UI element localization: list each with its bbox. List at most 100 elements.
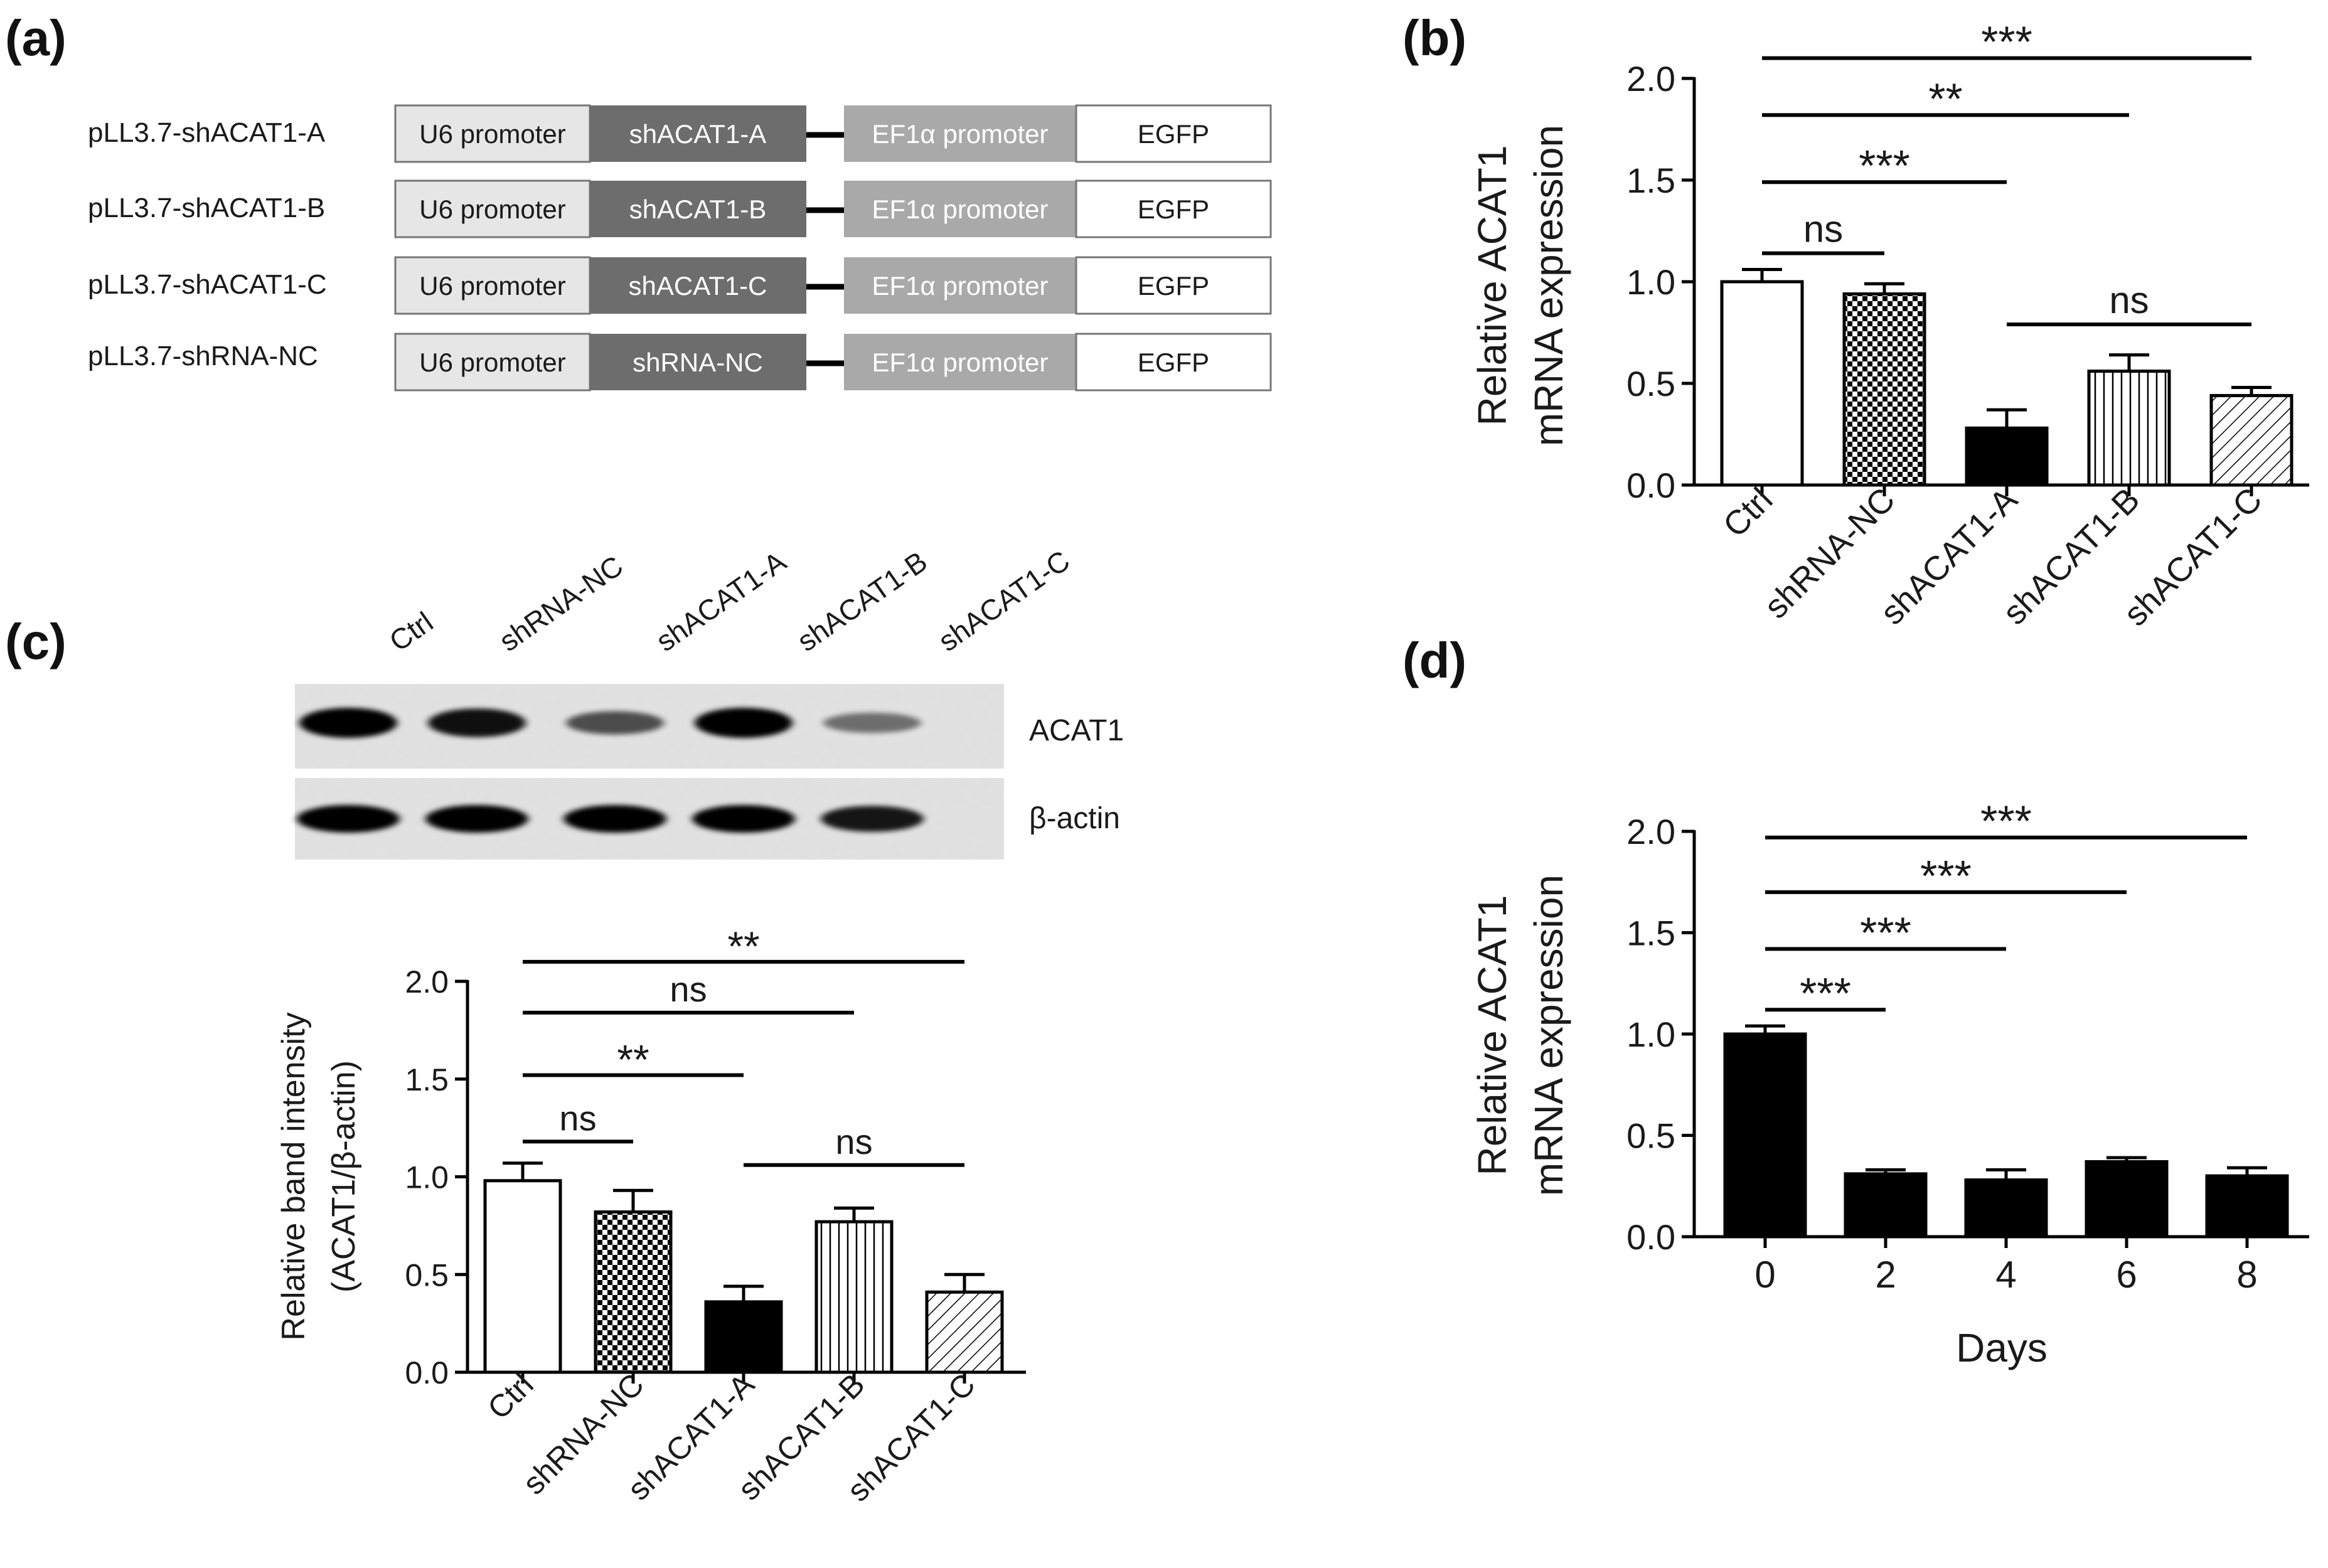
shrna-label: shACAT1-C bbox=[629, 271, 767, 301]
y-tick-label: 0.5 bbox=[1626, 364, 1675, 403]
y-tick-label: 0.0 bbox=[1626, 466, 1675, 505]
shrna-box bbox=[590, 105, 806, 162]
y-axis-label: Relative band intensity (ACAT1/β-actin) bbox=[275, 1012, 362, 1340]
y-axis-label-line2: mRNA expression bbox=[1526, 875, 1571, 1196]
x-tick-label: 6 bbox=[2116, 1254, 2137, 1296]
significance-label: *** bbox=[1980, 797, 2032, 846]
bar bbox=[2205, 1174, 2289, 1239]
x-tick-label: 0 bbox=[1754, 1254, 1775, 1296]
construct-row: pLL3.7-shACAT1-A U6 promoter shACAT1-A E… bbox=[88, 104, 1272, 163]
bar bbox=[1723, 1032, 1807, 1239]
bar bbox=[1844, 1172, 1928, 1239]
blot-row-label-actin: β-actin bbox=[1029, 802, 1120, 835]
blot-band-acat1 bbox=[695, 708, 793, 738]
x-tick-label: 4 bbox=[1995, 1254, 2016, 1296]
x-tick-label-group: Ctrl bbox=[481, 1367, 540, 1426]
egfp-box bbox=[1075, 333, 1272, 392]
egfp-box bbox=[1075, 256, 1272, 315]
x-axis-label: Days bbox=[1956, 1325, 2048, 1370]
y-tick-label: 2.0 bbox=[405, 964, 449, 1000]
x-tick-label-group: Ctrl bbox=[1716, 481, 1780, 545]
significance-label: ns bbox=[2109, 279, 2149, 321]
shrna-box bbox=[590, 257, 806, 314]
y-axis-label: Relative ACAT1 mRNA expression bbox=[1470, 125, 1571, 446]
y-tick-label: 0.5 bbox=[1626, 1116, 1675, 1156]
construct-name: pLL3.7-shRNA-NC bbox=[88, 341, 318, 371]
egfp-label: EGFP bbox=[1138, 119, 1209, 149]
blot-band-acat1 bbox=[428, 708, 526, 737]
x-tick-label: 2 bbox=[1875, 1254, 1896, 1296]
significance-label: *** bbox=[1800, 969, 1851, 1018]
y-tick-label: 2.0 bbox=[1626, 812, 1675, 851]
shrna-label: shACAT1-A bbox=[629, 119, 767, 149]
y-tick-label: 2.0 bbox=[1626, 59, 1675, 99]
blot-bands bbox=[297, 708, 924, 833]
construct-row: pLL3.7-shACAT1-C U6 promoter shACAT1-C E… bbox=[88, 256, 1272, 315]
bar bbox=[483, 1179, 562, 1374]
blot-band-actin bbox=[821, 806, 924, 832]
u6-promoter-label: U6 promoter bbox=[419, 348, 565, 377]
y-tick-label: 1.5 bbox=[1626, 161, 1675, 200]
blot-band-acat1 bbox=[299, 708, 397, 738]
panel-label-d: (d) bbox=[1402, 632, 1466, 688]
y-axis-label: Relative ACAT1 mRNA expression bbox=[1470, 875, 1571, 1196]
bar bbox=[1965, 426, 2049, 487]
egfp-box bbox=[1075, 104, 1272, 163]
y-tick-label: 0.5 bbox=[405, 1257, 449, 1293]
u6-promoter-label: U6 promoter bbox=[419, 119, 565, 149]
u6-promoter-label: U6 promoter bbox=[419, 195, 565, 224]
blot-lane-label: shRNA-NC bbox=[493, 549, 629, 658]
u6-promoter-box bbox=[394, 179, 591, 238]
panel-label-a: (a) bbox=[5, 10, 67, 66]
y-axis-label-line2: mRNA expression bbox=[1526, 125, 1571, 446]
chart-c: 0.0 0.5 1.0 1.5 2.0 Relative band intensity (A… bbox=[275, 923, 1026, 1508]
shrna-box bbox=[590, 334, 806, 390]
construct-diagram: pLL3.7-shACAT1-A U6 promoter shACAT1-A E… bbox=[88, 104, 1272, 392]
y-tick-label: 1.0 bbox=[1626, 262, 1675, 302]
significance-label: ** bbox=[1928, 74, 1962, 123]
y-tick-label: 1.5 bbox=[405, 1062, 449, 1097]
y-axis-label-line1: Relative ACAT1 bbox=[1470, 146, 1515, 426]
chart-b: 0.0 0.5 1.0 1.5 2.0 Relative ACAT1 mRNA expres… bbox=[1470, 18, 2309, 633]
blot-band-acat1 bbox=[823, 712, 921, 733]
bar bbox=[1720, 280, 1804, 487]
ef1a-promoter-box bbox=[844, 334, 1076, 390]
y-tick-label: 1.0 bbox=[405, 1160, 449, 1195]
shrna-label: shRNA-NC bbox=[633, 348, 763, 377]
y-tick-label: 0.0 bbox=[405, 1355, 449, 1390]
y-axis-label-line2: (ACAT1/β-actin) bbox=[326, 1060, 362, 1293]
construct-name: pLL3.7-shACAT1-B bbox=[88, 193, 325, 223]
blot-band-actin bbox=[297, 805, 400, 833]
egfp-label: EGFP bbox=[1138, 348, 1209, 377]
egfp-label: EGFP bbox=[1138, 195, 1209, 224]
bar bbox=[2209, 393, 2293, 487]
shrna-label: shACAT1-B bbox=[629, 195, 767, 224]
ef1a-promoter-label: EF1α promoter bbox=[872, 348, 1048, 377]
construct-row: pLL3.7-shACAT1-B U6 promoter shACAT1-B E… bbox=[88, 179, 1272, 238]
construct-name: pLL3.7-shACAT1-C bbox=[88, 269, 327, 300]
u6-promoter-box bbox=[394, 104, 591, 163]
blot-lane-label: shACAT1-C bbox=[932, 544, 1076, 658]
y-axis-label-line1: Relative ACAT1 bbox=[1470, 895, 1515, 1176]
significance-label: ns bbox=[670, 969, 707, 1009]
significance-label: *** bbox=[1860, 908, 1911, 957]
blot-lane-label: shACAT1-B bbox=[791, 545, 933, 658]
chart-d: 0.0 0.5 1.0 1.5 2.0 Relative ACAT1 mRNA expres… bbox=[1470, 797, 2309, 1370]
bar bbox=[814, 1220, 894, 1374]
ef1a-promoter-box bbox=[844, 105, 1076, 162]
y-tick-label: 1.5 bbox=[1626, 914, 1675, 953]
significance-label: ** bbox=[617, 1037, 649, 1083]
y-tick-label: 1.0 bbox=[1626, 1015, 1675, 1054]
significance-label: ns bbox=[1803, 208, 1843, 250]
significance-label: ns bbox=[559, 1098, 596, 1138]
significance-label: ns bbox=[835, 1122, 872, 1161]
significance-label: *** bbox=[1859, 141, 1910, 190]
panel-label-c: (c) bbox=[5, 614, 67, 669]
construct-row: pLL3.7-shRNA-NC U6 promoter shRNA-NC EF1… bbox=[88, 333, 1272, 392]
blot-band-actin bbox=[563, 805, 666, 833]
ef1a-promoter-box bbox=[844, 257, 1076, 314]
ef1a-promoter-label: EF1α promoter bbox=[872, 119, 1048, 149]
egfp-box bbox=[1075, 179, 1272, 238]
y-axis-label-line1: Relative band intensity bbox=[275, 1012, 312, 1340]
bar bbox=[2085, 1160, 2169, 1239]
